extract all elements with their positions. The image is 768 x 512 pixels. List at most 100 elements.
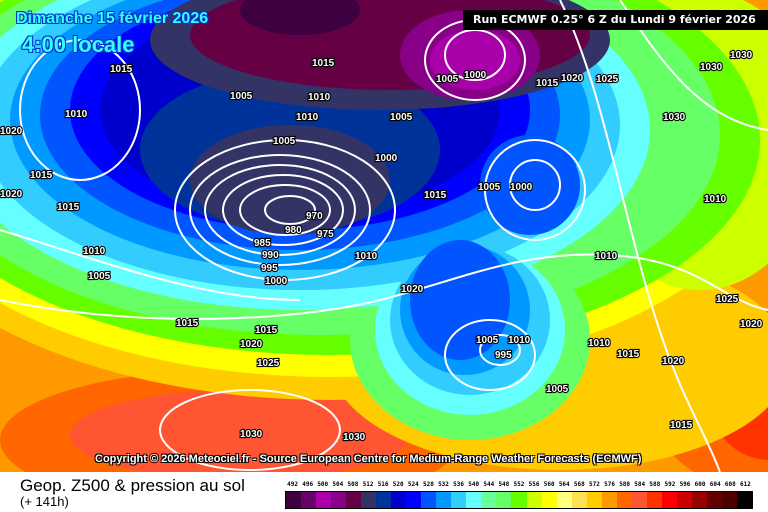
scale-swatch xyxy=(571,492,587,508)
scale-swatch xyxy=(376,492,392,508)
scale-swatch xyxy=(661,492,677,508)
isobar-label: 995 xyxy=(261,263,278,274)
product-title: Geop. Z500 & pression au sol xyxy=(20,476,245,495)
scale-label: 580 xyxy=(619,481,631,488)
scale-swatch xyxy=(631,492,647,508)
isobar-label: 1000 xyxy=(375,153,398,164)
scale-label: 544 xyxy=(483,481,495,488)
forecast-date: Dimanche 15 février 2026 xyxy=(16,10,209,27)
isobar-label: 1005 xyxy=(88,271,111,282)
isobar-labels: 1015 1010 1005 1015 1010 1010 1005 1000 1005 1015… xyxy=(0,49,764,444)
isobar-label: 1030 xyxy=(343,432,366,443)
isobar-label: 1020 xyxy=(662,356,685,367)
isobar-label: 1015 xyxy=(57,202,80,213)
isobar-label: 1010 xyxy=(595,251,618,262)
isobar-label: 1005 xyxy=(546,384,569,395)
scale-swatch xyxy=(736,492,752,508)
isobar-label: 1010 xyxy=(65,109,88,120)
isobar-label: 1025 xyxy=(596,74,619,85)
geopotential-field xyxy=(0,0,768,472)
weather-map: 1015 1010 1005 1015 1010 1010 1005 1000 1005 1015… xyxy=(0,0,768,472)
isobar-label: 1005 xyxy=(476,335,499,346)
isobar-label: 1005 xyxy=(436,74,459,85)
isobar-label: 995 xyxy=(495,350,512,361)
isobar-label: 1015 xyxy=(255,325,278,336)
scale-swatch xyxy=(301,492,317,508)
scale-label: 584 xyxy=(634,481,646,488)
isobars xyxy=(0,0,768,472)
scale-label: 548 xyxy=(498,481,510,488)
scale-label: 568 xyxy=(573,481,585,488)
scale-label: 496 xyxy=(302,481,314,488)
scale-swatch xyxy=(466,492,482,508)
isobar-label: 1025 xyxy=(716,294,739,305)
isobar-label: 1015 xyxy=(176,318,199,329)
color-scale-bar xyxy=(285,491,753,509)
scale-swatch xyxy=(616,492,632,508)
scale-swatch xyxy=(601,492,617,508)
scale-swatch xyxy=(676,492,692,508)
isobar-label: 1010 xyxy=(355,251,378,262)
isobar-label: 1020 xyxy=(240,339,263,350)
isobar-label: 1010 xyxy=(83,246,106,257)
scale-swatch xyxy=(361,492,377,508)
scale-swatch xyxy=(481,492,497,508)
isobar-label: 1005 xyxy=(390,112,413,123)
scale-swatch xyxy=(316,492,332,508)
color-scale-labels: 492 496 500 504 508 512 516 520 524 528 532 536 540 5… xyxy=(285,481,753,491)
isobar-label: 970 xyxy=(306,211,323,222)
scale-swatch xyxy=(436,492,452,508)
scale-swatch xyxy=(496,492,512,508)
scale-label: 516 xyxy=(377,481,389,488)
scale-label: 572 xyxy=(589,481,600,488)
isobar-label: 1015 xyxy=(670,420,693,431)
scale-swatch xyxy=(406,492,422,508)
isobar-label: 1000 xyxy=(265,276,288,287)
scale-label: 556 xyxy=(528,481,540,488)
isobar-label: 990 xyxy=(262,250,279,261)
isobar-label: 1025 xyxy=(257,358,280,369)
isobar-label: 1030 xyxy=(240,429,263,440)
isobar-label: 1030 xyxy=(700,62,723,73)
footer-panel: Geop. Z500 & pression au sol (+ 141h) 49… xyxy=(0,472,768,512)
lead-time: (+ 141h) xyxy=(20,494,69,509)
isobar-label: 1000 xyxy=(510,182,533,193)
scale-swatch xyxy=(511,492,527,508)
scale-swatch xyxy=(451,492,467,508)
isobar-label: 1005 xyxy=(230,91,253,102)
scale-label: 608 xyxy=(724,481,736,488)
scale-label: 588 xyxy=(649,481,661,488)
isobar-label: 1010 xyxy=(308,92,331,103)
scale-swatch xyxy=(421,492,437,508)
scale-label: 604 xyxy=(709,481,721,488)
isobar-label: 1015 xyxy=(536,78,559,89)
isobar-label: 1015 xyxy=(110,64,133,75)
scale-label: 508 xyxy=(347,481,359,488)
scale-swatch xyxy=(346,492,362,508)
isobar-label: 1015 xyxy=(30,170,53,181)
scale-label: 576 xyxy=(604,481,615,488)
scale-label: 520 xyxy=(392,481,404,488)
scale-swatch xyxy=(286,492,302,508)
scale-label: 536 xyxy=(453,481,464,488)
scale-swatch xyxy=(691,492,707,508)
isobar-label: 1030 xyxy=(663,112,686,123)
isobar-label: 1020 xyxy=(401,284,424,295)
scale-label: 540 xyxy=(468,481,480,488)
scale-swatch xyxy=(526,492,542,508)
scale-label: 512 xyxy=(362,481,374,488)
isobar-label: 1020 xyxy=(0,126,23,137)
scale-label: 592 xyxy=(664,481,676,488)
scale-label: 532 xyxy=(438,481,449,488)
scale-swatch xyxy=(646,492,662,508)
color-scale-legend: 492 496 500 504 508 512 516 520 524 528 532 536 540 5… xyxy=(285,481,753,509)
isobar-label: 1015 xyxy=(312,58,335,69)
isobar-label: 1010 xyxy=(588,338,611,349)
scale-label: 564 xyxy=(558,481,570,488)
scale-label: 528 xyxy=(422,481,434,488)
scale-label: 500 xyxy=(317,481,329,488)
isobar-label: 985 xyxy=(254,238,271,249)
scale-label: 560 xyxy=(543,481,555,488)
forecast-time: 4:00 locale xyxy=(22,32,135,57)
scale-swatch xyxy=(331,492,347,508)
